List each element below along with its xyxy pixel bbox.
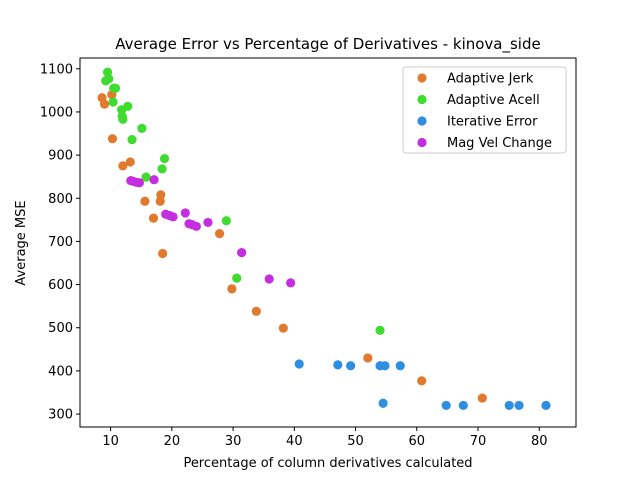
data-point-adaptive-acell [110,83,121,93]
data-point-adaptive-jerk [118,161,128,171]
legend-label-mag-vel-change: Mag Vel Change [447,136,552,151]
data-point-adaptive-acell [127,134,137,145]
data-point-adaptive-acell [141,172,151,182]
data-point-adaptive-jerk [215,229,225,239]
data-point-adaptive-acell [137,123,147,133]
data-point-iterative-error [333,360,343,370]
data-point-adaptive-acell [221,216,231,226]
y-tick-label: 1000 [40,105,73,120]
y-tick-label: 400 [48,364,73,379]
data-point-adaptive-jerk [158,248,168,259]
data-point-iterative-error [458,400,468,411]
data-point-adaptive-acell [108,97,118,107]
data-point-iterative-error [395,361,405,371]
data-point-adaptive-jerk [251,306,261,316]
data-point-iterative-error [441,400,451,411]
y-tick-label: 700 [48,235,73,250]
data-point-adaptive-jerk [107,134,118,144]
data-point-adaptive-jerk [417,376,427,386]
axes-frame [79,57,577,428]
y-tick-label: 900 [48,149,73,164]
data-point-adaptive-jerk [140,196,150,206]
data-point-adaptive-jerk [156,190,166,200]
data-point-adaptive-acell [104,74,114,84]
data-point-iterative-error [380,361,390,371]
x-tick-label: 80 [531,434,548,449]
data-point-iterative-error [378,398,388,408]
data-point-iterative-error [294,359,304,369]
y-tick-label: 800 [48,192,73,207]
x-axis-label: Percentage of column derivatives calcula… [183,456,472,471]
data-point-mag-vel-change [180,208,190,218]
plot-area: 10 20 30 40 50 60 70 80 300 400 500 600 700 800 900 100… [40,57,577,449]
data-point-adaptive-acell [232,273,242,283]
data-point-mag-vel-change [134,178,144,188]
data-point-adaptive-acell [157,164,167,174]
data-point-adaptive-jerk [99,99,110,109]
data-point-adaptive-jerk [148,213,159,223]
legend-marker-iterative-error [417,116,427,126]
data-point-adaptive-acell [159,153,170,164]
data-point-mag-vel-change [149,175,159,185]
x-tick-label: 20 [164,434,181,449]
legend-marker-mag-vel-change [417,137,427,148]
y-tick-label: 1100 [40,62,73,77]
data-point-adaptive-acell [123,101,133,111]
data-point-adaptive-jerk [227,284,237,294]
data-point-iterative-error [541,400,551,411]
data-point-adaptive-acell [118,114,128,124]
data-point-mag-vel-change [286,278,296,288]
data-point-iterative-error [504,400,514,411]
data-point-mag-vel-change [264,274,274,284]
data-point-mag-vel-change [203,217,213,228]
chart-title: Average Error vs Percentage of Derivativ… [115,35,540,54]
data-point-mag-vel-change [168,212,178,222]
data-point-mag-vel-change [237,248,247,258]
legend: Adaptive Jerk Adaptive Acell Iterative Err… [402,66,567,154]
legend-marker-adaptive-acell [417,94,427,105]
data-point-iterative-error [346,361,356,371]
x-tick-label: 30 [225,434,242,449]
x-tick-label: 70 [470,434,487,449]
legend-marker-adaptive-jerk [417,73,427,83]
x-tick-label: 60 [409,434,426,449]
data-point-adaptive-jerk [125,157,135,167]
legend-label-adaptive-jerk: Adaptive Jerk [447,72,534,87]
legend-label-iterative-error: Iterative Error [447,115,538,130]
x-tick-label: 10 [102,434,119,449]
data-point-mag-vel-change [191,221,201,231]
data-point-adaptive-jerk [363,353,373,363]
y-tick-label: 500 [48,321,73,336]
legend-box [402,66,567,154]
y-tick-label: 600 [48,278,73,293]
data-point-adaptive-jerk [477,393,487,403]
data-point-iterative-error [514,400,524,411]
y-axis-label: Average MSE [14,200,29,285]
x-tick-label: 50 [347,434,364,449]
legend-label-adaptive-acell: Adaptive Acell [447,93,540,108]
x-tick-label: 40 [286,434,303,449]
y-tick-label: 300 [48,408,73,423]
data-point-adaptive-jerk [278,323,288,333]
data-point-adaptive-acell [375,325,385,335]
